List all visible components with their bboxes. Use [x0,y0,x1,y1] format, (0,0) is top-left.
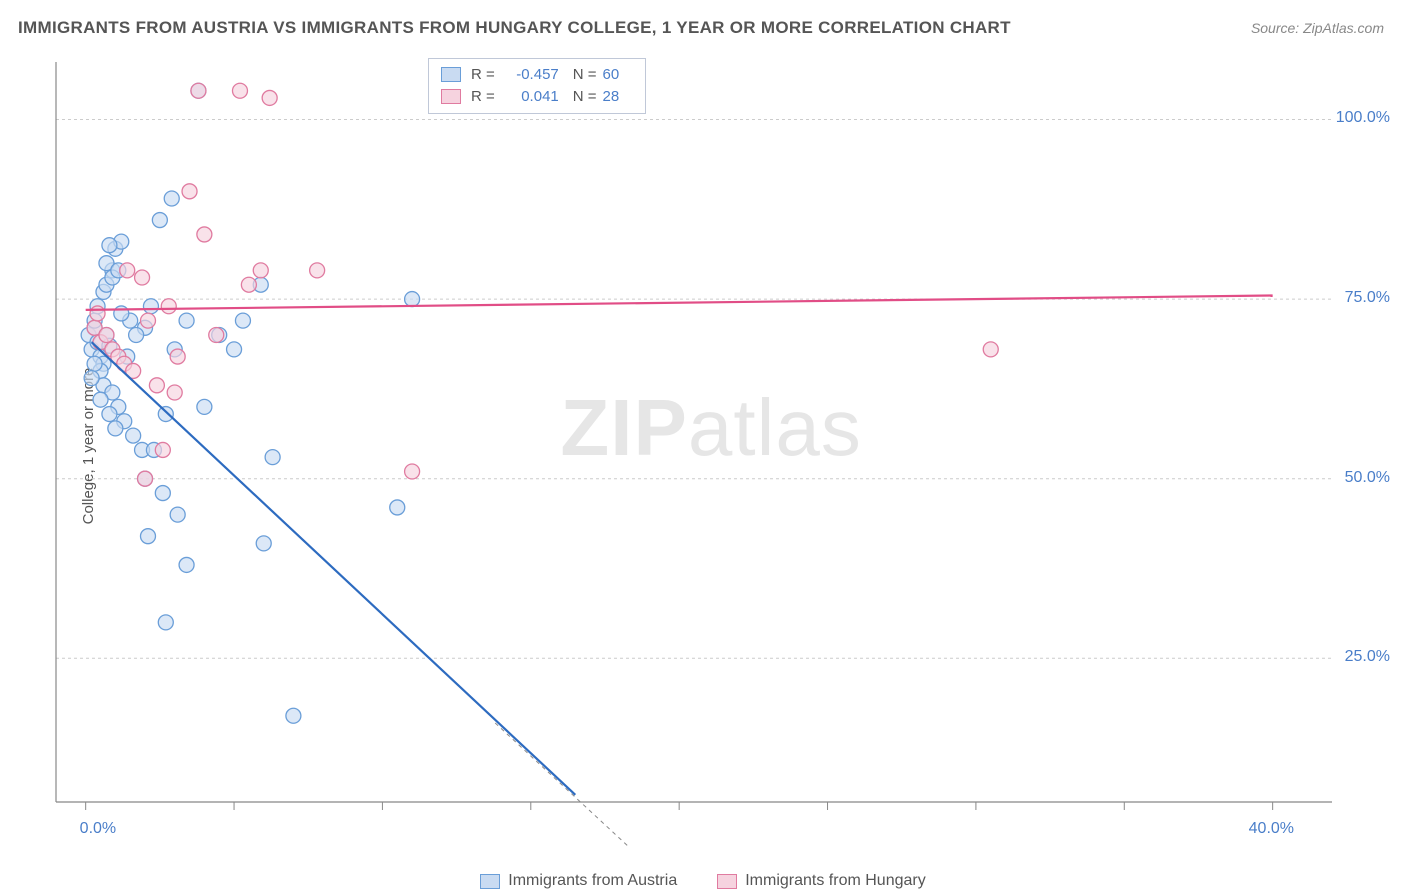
scatter-chart [50,56,1390,846]
legend-label: Immigrants from Hungary [745,872,926,890]
x-tick-label: 0.0% [80,820,116,838]
series-legend: Immigrants from Austria Immigrants from H… [0,872,1406,890]
legend-swatch [441,89,461,104]
correlation-legend: R = -0.457 N = 60 R = 0.041 N = 28 [428,58,646,114]
n-value: 60 [603,64,633,86]
plot-area [50,56,1390,846]
y-tick-label: 100.0% [1336,109,1390,127]
chart-title: IMMIGRANTS FROM AUSTRIA VS IMMIGRANTS FR… [18,18,1011,38]
legend-item: Immigrants from Austria [480,872,677,890]
r-label: R = [471,64,495,86]
y-tick-label: 75.0% [1345,289,1390,307]
legend-swatch [717,874,737,889]
legend-swatch [480,874,500,889]
y-tick-label: 50.0% [1345,469,1390,487]
x-tick-label: 40.0% [1249,820,1294,838]
legend-swatch [441,67,461,82]
n-value: 28 [603,86,633,108]
legend-label: Immigrants from Austria [508,872,677,890]
legend-item: Immigrants from Hungary [717,872,926,890]
legend-row: R = -0.457 N = 60 [441,64,633,86]
n-label: N = [573,86,597,108]
r-label: R = [471,86,495,108]
r-value: 0.041 [501,86,559,108]
y-tick-label: 25.0% [1345,648,1390,666]
n-label: N = [573,64,597,86]
legend-row: R = 0.041 N = 28 [441,86,633,108]
r-value: -0.457 [501,64,559,86]
source-label: Source: ZipAtlas.com [1251,20,1384,36]
